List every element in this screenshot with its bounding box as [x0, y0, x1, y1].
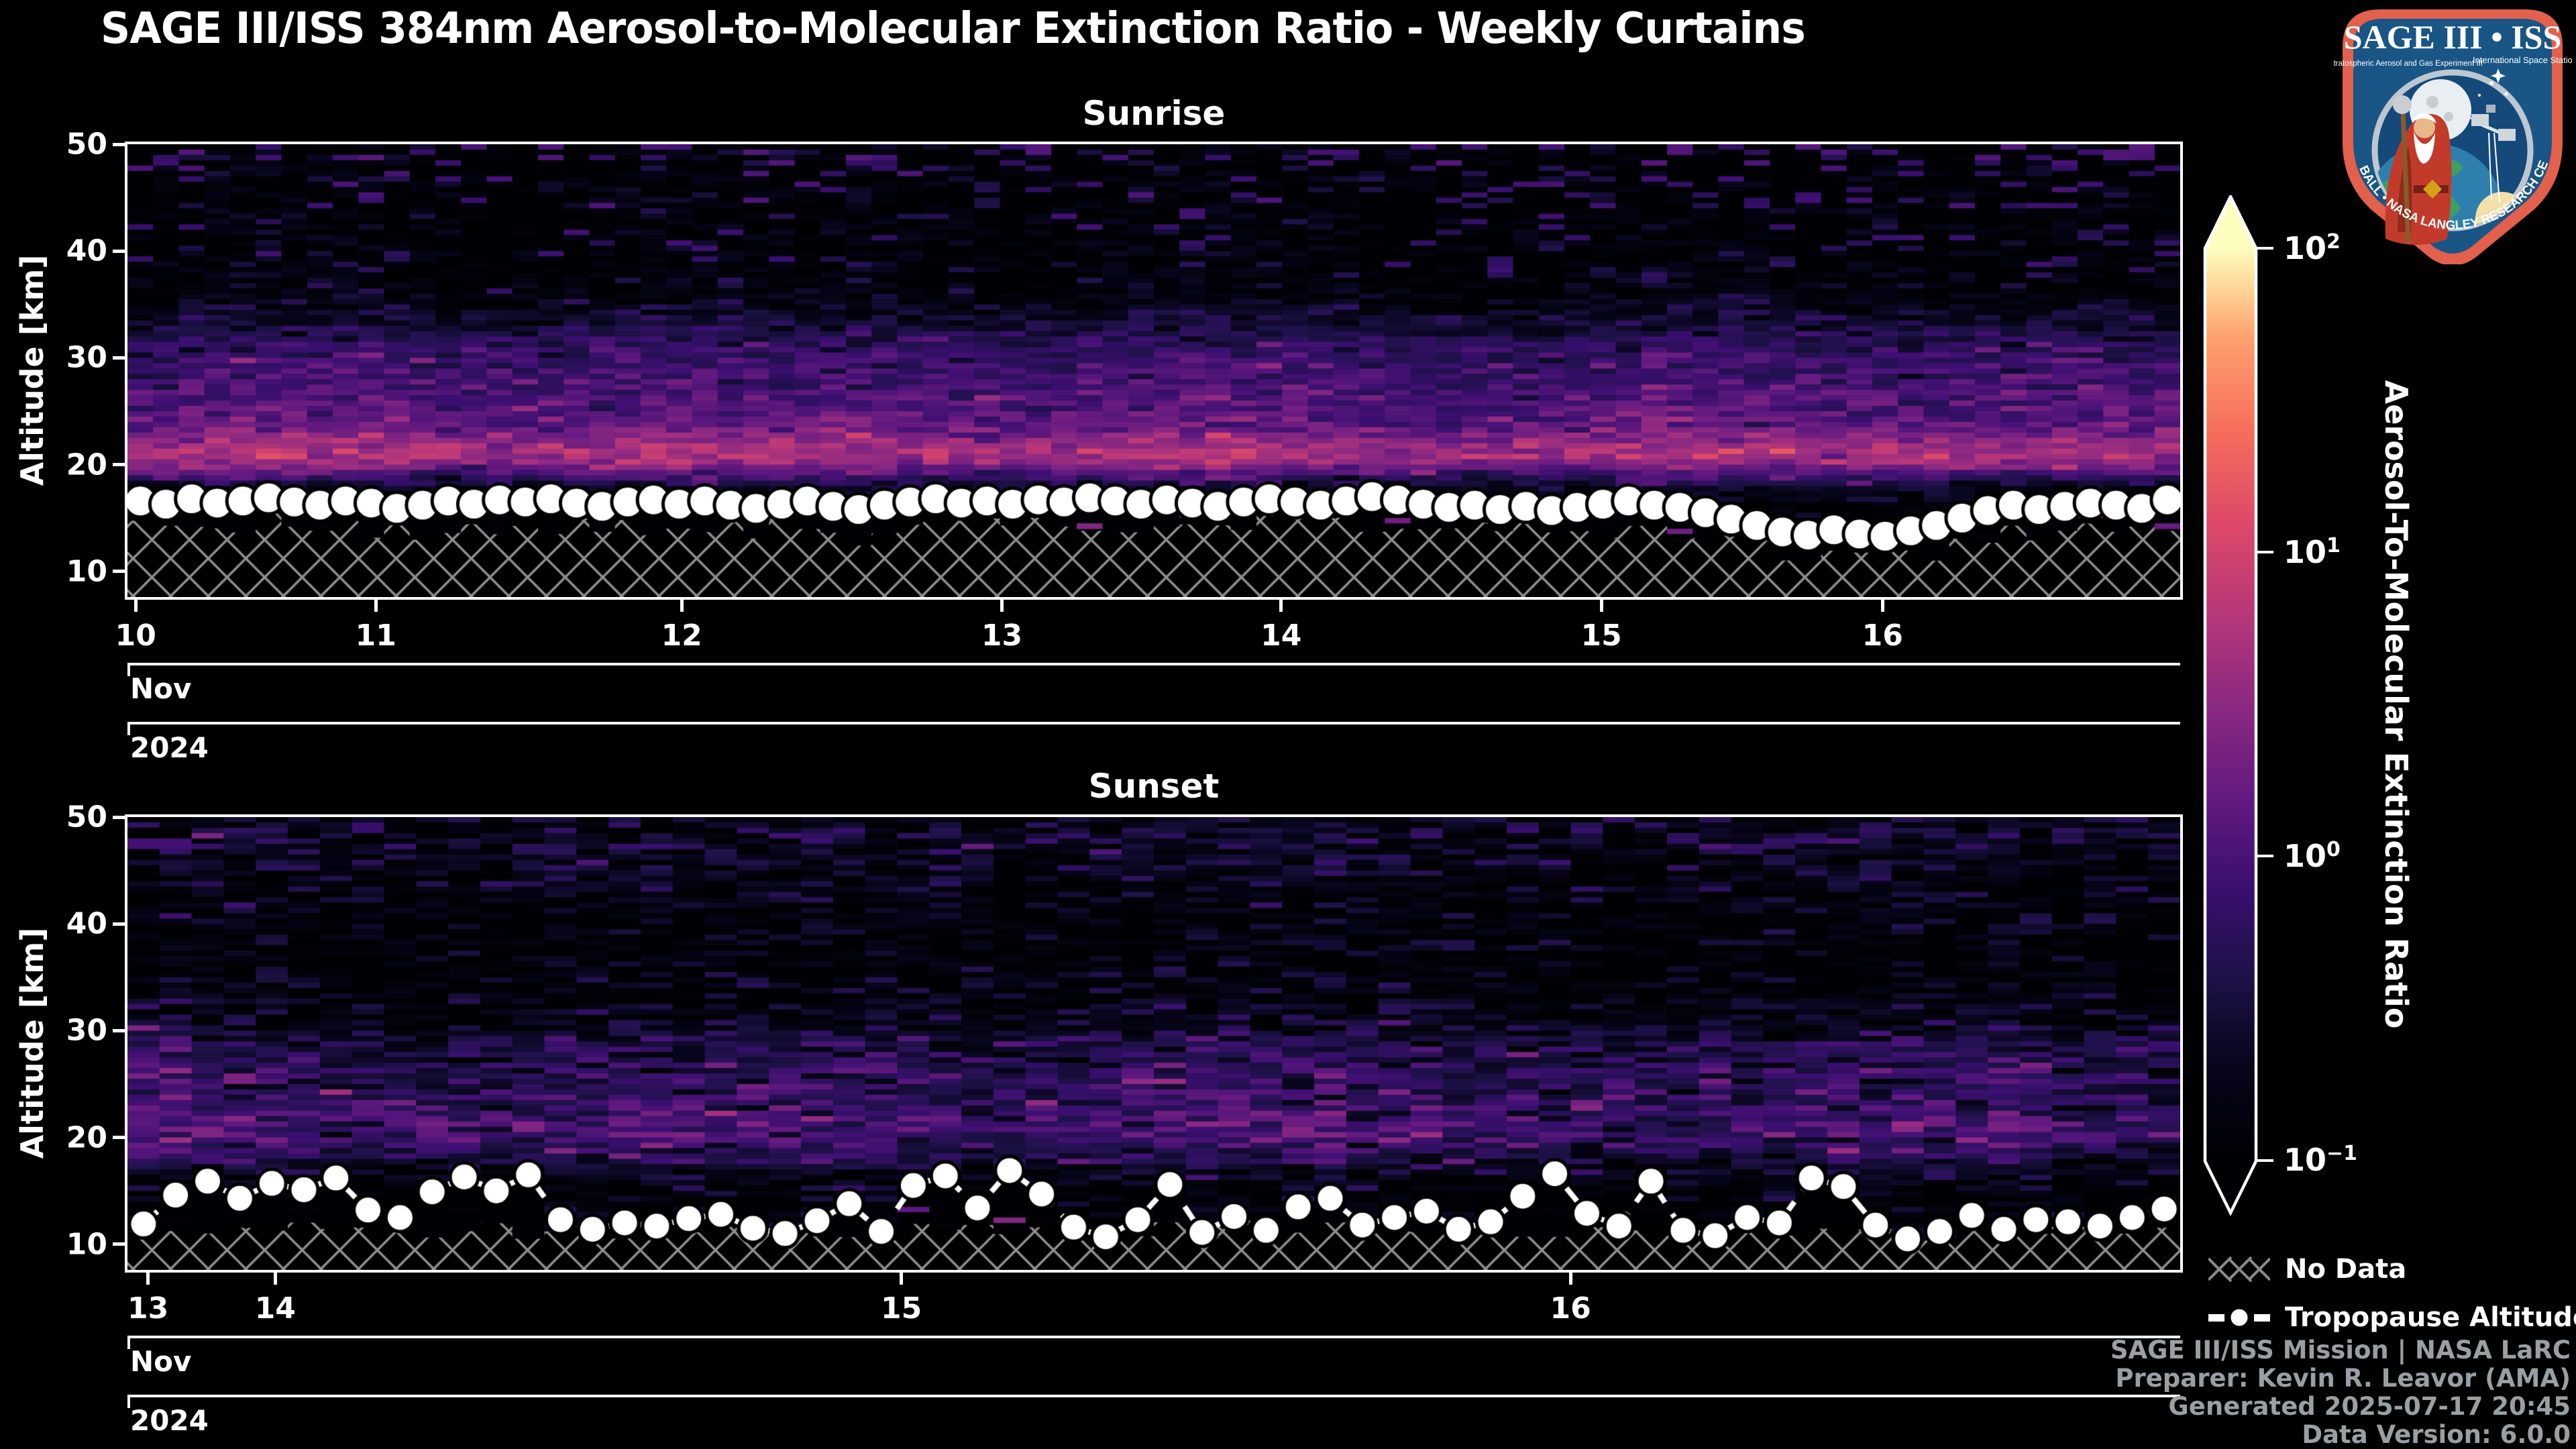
sunrise-heatmap-canvas: [127, 144, 2180, 597]
x-tick-label: 13: [127, 1291, 169, 1326]
y-tick-label: 50: [66, 127, 107, 162]
date-axis-tick: [127, 724, 130, 735]
y-tick-label: 50: [66, 800, 107, 835]
logo-title: SAGE III • ISS: [2344, 18, 2562, 56]
tropopause-line-icon: [2208, 1307, 2270, 1328]
x-tick-mark: [900, 1273, 904, 1285]
x-tick-label: 11: [355, 619, 396, 653]
x-tick-mark: [374, 600, 378, 612]
y-tick-mark: [113, 1136, 125, 1140]
x-tick-mark: [146, 1273, 150, 1285]
y-tick-mark: [113, 142, 125, 146]
x-tick-label: 15: [1580, 619, 1622, 653]
x-tick-label: 16: [1550, 1291, 1591, 1326]
logo-iss-icon: [2471, 105, 2516, 141]
y-tick-mark: [113, 1028, 125, 1032]
x-tick-mark: [1880, 600, 1884, 612]
no-data-hatch-icon: [2208, 1256, 2270, 1283]
date-axis-line: [127, 722, 2180, 724]
colorbar-label: Aerosol-To-Molecular Extinction Ratio: [2378, 380, 2414, 1029]
x-tick-mark: [1568, 1273, 1572, 1285]
date-axis-tick: [127, 665, 130, 676]
sunset-plot: [125, 814, 2183, 1273]
logo-stars: [2478, 68, 2508, 97]
x-tick-mark: [1000, 600, 1004, 612]
x-tick-mark: [680, 600, 684, 612]
credit-line: SAGE III/ISS Mission | NASA LaRC: [2110, 1336, 2571, 1364]
x-tick-label: 10: [115, 619, 156, 653]
panel-title-sunrise: Sunrise: [1082, 94, 1226, 133]
date-axis-line: [127, 663, 2180, 665]
credits: SAGE III/ISS Mission | NASA LaRC Prepare…: [2110, 1336, 2571, 1449]
date-axis-label: 2024: [130, 1404, 209, 1437]
date-axis-tick: [127, 1338, 130, 1349]
y-tick-mark: [113, 815, 125, 819]
sunrise-plot: [125, 142, 2183, 600]
y-tick-mark: [113, 249, 125, 253]
credit-line: Preparer: Kevin R. Leavor (AMA): [2115, 1364, 2571, 1393]
y-tick-label: 10: [66, 554, 107, 589]
date-axis-line: [127, 1336, 2180, 1338]
date-axis-label: 2024: [130, 731, 209, 764]
y-tick-mark: [113, 463, 125, 467]
y-tick-mark: [113, 570, 125, 574]
y-tick-label: 20: [66, 1120, 107, 1155]
y-tick-label: 30: [66, 340, 107, 375]
y-tick-mark: [113, 1242, 125, 1246]
x-tick-mark: [273, 1273, 277, 1285]
y-tick-mark: [113, 922, 125, 926]
y-tick-mark: [113, 356, 125, 360]
legend-tropopause: Tropopause Altitude: [2208, 1301, 2576, 1334]
x-tick-mark: [1599, 600, 1603, 612]
sunset-heatmap-canvas: [127, 817, 2180, 1270]
y-tick-label: 20: [66, 447, 107, 482]
credit-line: Generated 2025-07-17 20:45: [2168, 1392, 2571, 1421]
x-tick-label: 16: [1862, 619, 1903, 653]
y-tick-label: 40: [66, 906, 107, 941]
logo-subtitle-left: Stratospheric Aerosol and Gas Experiment…: [2333, 60, 2483, 68]
y-tick-label: 30: [66, 1013, 107, 1048]
x-tick-label: 13: [981, 619, 1023, 653]
date-axis-label: Nov: [130, 672, 192, 705]
logo-sage-figure: [2385, 95, 2452, 245]
figure-title: SAGE III/ISS 384nm Aerosol-to-Molecular …: [101, 4, 1806, 54]
x-tick-label: 12: [661, 619, 702, 653]
date-axis-line: [127, 1395, 2180, 1397]
credit-line: Data Version: 6.0.0: [2302, 1420, 2571, 1449]
y-tick-label: 40: [66, 233, 107, 268]
legend-label-no-data: No Data: [2285, 1254, 2407, 1285]
date-axis-label: Nov: [130, 1345, 192, 1378]
x-tick-mark: [133, 600, 138, 612]
logo-subtitle-right: International Space Station: [2473, 55, 2572, 65]
colorbar-tick-label: 100: [2284, 837, 2341, 875]
legend-label-tropopause: Tropopause Altitude: [2285, 1302, 2576, 1333]
x-tick-label: 14: [254, 1291, 296, 1326]
y-tick-label: 10: [66, 1227, 107, 1262]
legend-no-data: No Data: [2208, 1253, 2406, 1285]
x-tick-label: 15: [880, 1291, 922, 1326]
sage-iii-iss-logo-icon: SAGE III • ISS Stratospheric Aerosol and…: [2333, 4, 2572, 264]
colorbar-tick-label: 10−1: [2284, 1141, 2358, 1179]
date-axis-tick: [127, 1397, 130, 1408]
x-tick-mark: [1279, 600, 1283, 612]
panel-title-sunset: Sunset: [1088, 767, 1220, 806]
x-tick-label: 14: [1260, 619, 1302, 653]
colorbar-tick-label: 102: [2284, 229, 2341, 267]
colorbar-tick-label: 101: [2284, 533, 2341, 571]
colorbar: [2203, 195, 2273, 1216]
